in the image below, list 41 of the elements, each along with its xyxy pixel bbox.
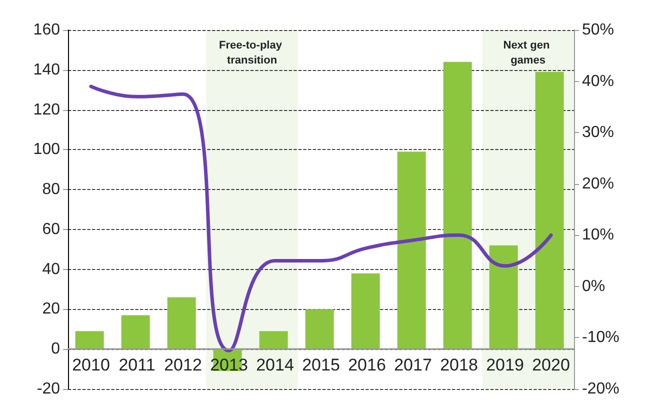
y-tick-label: 80: [42, 181, 60, 198]
y-tick-label: 100: [33, 141, 60, 158]
bar: [397, 152, 426, 350]
x-tick-label: 2017: [394, 355, 432, 374]
bar: [121, 315, 150, 350]
bar: [259, 331, 288, 350]
bar: [443, 62, 472, 350]
bar: [351, 273, 380, 350]
y-tick-label: 160: [33, 22, 60, 38]
x-tick-label: 2011: [118, 355, 156, 374]
x-tick-label: 2012: [164, 355, 202, 374]
y2-tick-label: 30%: [582, 124, 614, 142]
y2-tick-label: -20%: [582, 380, 620, 398]
y-tick-label: 120: [33, 101, 60, 118]
y-tick-label: 0: [51, 340, 60, 358]
band-label: Free-to-play transition: [218, 40, 286, 66]
bar: [489, 245, 518, 350]
x-tick-label: 2016: [348, 355, 386, 374]
line-series: [89, 84, 553, 352]
y-tick-label: 140: [33, 61, 60, 78]
y-tick-label: 60: [42, 220, 60, 238]
y2-tick-label: 0%: [582, 278, 606, 295]
bar: [305, 309, 334, 350]
y2-tick-label: 10%: [582, 226, 614, 244]
y-tick-label: 40: [42, 260, 60, 278]
y-tick-label: -20: [36, 380, 60, 398]
y2-tick-label: 40%: [582, 72, 614, 90]
x-tick-label: 2019: [486, 355, 524, 374]
y-tick-label: 20: [42, 300, 60, 318]
bar: [167, 297, 196, 350]
y2-tick-label: 20%: [582, 175, 614, 192]
x-tick-label: 2014: [256, 355, 294, 374]
x-tick-label: 2010: [72, 355, 110, 374]
bar: [75, 331, 104, 350]
band-label: Next gen games: [503, 40, 553, 66]
y2-tick-label: 50%: [582, 22, 614, 38]
bar: [535, 72, 564, 350]
y2-tick-label: -10%: [582, 329, 620, 346]
x-tick-label: 2020: [532, 355, 570, 374]
x-tick-label: 2018: [440, 355, 478, 374]
x-tick-label: 2015: [302, 355, 340, 374]
